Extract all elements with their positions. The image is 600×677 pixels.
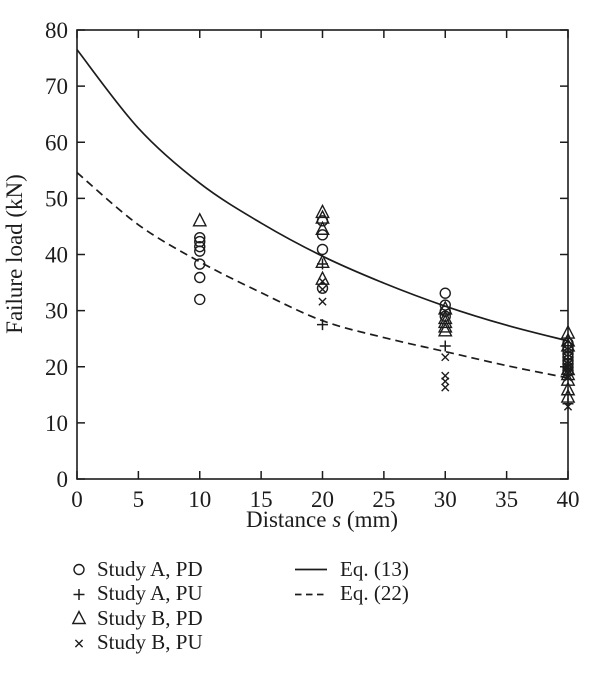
data-point-x <box>441 377 450 386</box>
data-point-triangle <box>560 332 576 347</box>
chart-canvas: Distance s (mm) Failure load (kN) 0 5 10 15… <box>2 18 580 532</box>
data-point-circle <box>194 240 206 253</box>
data-point-triangle <box>560 381 576 396</box>
data-point-circle <box>194 231 206 244</box>
y-tick-label: 80 <box>45 18 68 43</box>
solid-line-icon <box>295 568 327 571</box>
x-tick-label: 0 <box>71 487 83 512</box>
triangle-marker-icon <box>71 610 87 625</box>
data-point-triangle <box>315 203 330 219</box>
circle-marker-icon <box>73 564 85 576</box>
data-point-x <box>318 277 327 286</box>
data-point-x <box>318 297 327 306</box>
x-tick-label: 10 <box>188 487 211 512</box>
data-point-x <box>441 353 450 362</box>
series-triangle <box>192 203 576 403</box>
legend-item-eq13: Eq. (13) <box>294 557 409 582</box>
x-tick-label: 25 <box>372 487 395 512</box>
data-point-triangle <box>315 253 330 269</box>
x-axis-title: Distance s (mm) <box>246 507 398 532</box>
legend-label: Study B, PU <box>97 630 203 655</box>
x-axis-title-pre: Distance <box>246 507 332 532</box>
legend-item-eq22: Eq. (22) <box>294 582 409 607</box>
y-axis-title: Failure load (kN) <box>2 174 27 334</box>
data-point-circle <box>439 287 451 299</box>
legend-label: Study A, PD <box>97 556 203 581</box>
x-tick-label: 40 <box>557 487 580 512</box>
legend: Study A, PD Study A, PU Study B, PD Stud… <box>70 557 550 655</box>
y-tick-label: 50 <box>45 186 68 211</box>
data-point-triangle <box>315 220 330 235</box>
y-tick-label: 40 <box>45 243 68 268</box>
series-circle <box>194 215 574 377</box>
data-point-triangle <box>192 212 208 227</box>
data-point-triangle <box>437 318 453 333</box>
data-point-circle <box>73 564 85 576</box>
x-tick-label: 30 <box>434 487 457 512</box>
data-point-plus <box>439 340 451 352</box>
data-point-triangle <box>560 371 576 386</box>
series-x <box>318 277 573 411</box>
x-axis-title-post: (mm) <box>341 507 398 532</box>
x-tick-label: 5 <box>133 487 145 512</box>
x-tick-label: 35 <box>495 487 518 512</box>
y-tick-label: 30 <box>45 299 68 324</box>
legend-marker-column: Study A, PD Study A, PU Study B, PD Stud… <box>70 557 550 655</box>
x-tick-label: 20 <box>311 487 334 512</box>
data-point-x <box>441 383 450 392</box>
x-marker-icon <box>74 639 84 648</box>
data-point-plus <box>317 319 328 331</box>
data-point-circle <box>194 271 206 284</box>
data-point-x <box>563 402 573 411</box>
legend-label: Study B, PD <box>97 605 203 630</box>
curve-dashed <box>76 171 569 379</box>
y-tick-label: 70 <box>45 74 68 99</box>
data-point-x <box>318 285 327 294</box>
x-tick-label: 15 <box>250 487 273 512</box>
data-point-x <box>74 639 84 648</box>
data-point-plus <box>73 588 85 600</box>
legend-line-column: Eq. (13) Eq. (22) <box>294 557 409 606</box>
legend-item-study-b-pd: Study B, PD <box>70 606 550 631</box>
data-point-plus <box>562 398 574 410</box>
data-point-x <box>563 373 573 382</box>
legend-item-study-b-pu: Study B, PU <box>70 631 550 656</box>
legend-label: Study A, PU <box>97 581 203 606</box>
dashed-line-icon <box>295 593 327 596</box>
data-point-triangle <box>560 388 576 403</box>
data-point-triangle <box>560 337 576 352</box>
x-axis-title-var: s <box>332 507 341 532</box>
data-point-triangle <box>437 313 453 329</box>
y-tick-label: 60 <box>45 130 68 155</box>
data-point-circle <box>316 243 329 256</box>
y-tick-label: 20 <box>45 355 68 380</box>
data-point-circle <box>194 258 206 270</box>
legend-item-study-a-pd: Study A, PD <box>70 557 550 582</box>
data-point-triangle <box>437 322 453 337</box>
data-point-circle <box>194 245 206 257</box>
y-tick-label: 10 <box>45 411 68 436</box>
y-tick-label: 0 <box>57 467 69 492</box>
curve-solid <box>76 49 569 342</box>
legend-label: Eq. (13) <box>340 556 409 581</box>
data-point-triangle <box>71 610 87 625</box>
legend-item-study-a-pu: Study A, PU <box>70 582 550 607</box>
plus-marker-icon <box>73 588 85 600</box>
legend-label: Eq. (22) <box>340 581 409 606</box>
data-point-circle <box>194 293 206 306</box>
data-point-circle <box>316 282 329 294</box>
